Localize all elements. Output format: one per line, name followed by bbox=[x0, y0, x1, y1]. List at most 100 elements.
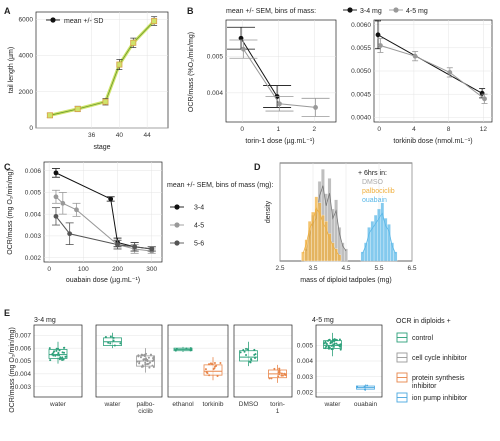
panel-b-right-point bbox=[378, 43, 383, 48]
panel-e-subplot-frame bbox=[233, 324, 293, 398]
panel-b-left-y-tick-label: 0.005 bbox=[207, 54, 224, 61]
panel-b-right-point bbox=[375, 32, 381, 38]
panel-e-data-point bbox=[330, 344, 333, 347]
panel-e-y-tick-label: 0.004 bbox=[297, 358, 314, 365]
panel-e-x-tick-label: palbo-ciclib bbox=[136, 401, 154, 415]
panel-e-data-point bbox=[335, 342, 338, 345]
panel-d-bar bbox=[393, 251, 398, 262]
panel-e-legend-label: cell cycle inhibitor bbox=[412, 355, 468, 362]
panel-c-x-tick-label: 100 bbox=[78, 266, 89, 273]
panel-e-y-tick-label: 0.003 bbox=[15, 384, 32, 391]
panel-b-right-point bbox=[482, 96, 487, 102]
panel-e-data-point bbox=[326, 339, 329, 342]
panel-c-point bbox=[108, 196, 114, 202]
panel-d-legend-label: DMSO bbox=[362, 179, 384, 186]
panel-e-data-point bbox=[356, 385, 359, 388]
panel-e-data-point bbox=[63, 346, 66, 349]
panel-e-data-point bbox=[52, 351, 55, 354]
panel-d-legend-label: ouabain bbox=[362, 197, 387, 204]
panel-b-right-point bbox=[479, 90, 485, 96]
panel-a-y-tick-label: 4000 bbox=[19, 53, 34, 60]
panel-b-left-series-line bbox=[240, 37, 278, 97]
panel-d-legend: + 6hrs in: DMSO palbociclib ouabain bbox=[358, 170, 395, 204]
panel-letter-c: C bbox=[4, 162, 11, 172]
panel-e-legend-label: ion pump inhibitor bbox=[412, 395, 468, 402]
panel-c-legend-marker bbox=[174, 240, 180, 246]
panel-e-data-point bbox=[325, 343, 328, 346]
panel-e-data-point bbox=[243, 350, 246, 353]
panel-c-point bbox=[149, 246, 155, 252]
panel-d-density-curve bbox=[362, 212, 396, 254]
panel-a-y-tick-label: 2000 bbox=[19, 89, 34, 96]
panel-e-data-point bbox=[152, 365, 155, 368]
panel-e-data-point bbox=[147, 356, 150, 359]
panel-e-data-point bbox=[239, 351, 242, 354]
panel-e-subplot-frame bbox=[33, 324, 83, 398]
panel-e-group-title-1: 3-4 mg bbox=[34, 317, 56, 324]
panel-a-legend-label: mean +/- SD bbox=[64, 18, 104, 25]
panel-e-data-point bbox=[151, 364, 154, 367]
panel-e-subplot-frame bbox=[167, 324, 229, 398]
panel-d-bar bbox=[314, 196, 319, 262]
panel-b-right-point bbox=[412, 53, 418, 59]
panel-e-data-point bbox=[145, 357, 148, 360]
panel-e-data-point bbox=[336, 339, 339, 342]
panel-c-point bbox=[74, 207, 79, 213]
panel-e-data-point bbox=[338, 338, 341, 341]
panel-e-data-point bbox=[152, 358, 155, 361]
panel-e-data-point bbox=[119, 342, 122, 345]
panel-e-data-point bbox=[249, 360, 252, 363]
panel-e-data-point bbox=[185, 347, 188, 350]
panel-e-data-point bbox=[208, 363, 211, 366]
panel-e-data-point bbox=[211, 363, 214, 366]
panel-b-right-y-tick-label: 0.0060 bbox=[351, 22, 371, 29]
panel-e-data-point bbox=[250, 357, 253, 360]
panel-e-data-point bbox=[137, 354, 140, 357]
panel-e-legend: OCR in diploids + control cell cycle inhi… bbox=[396, 318, 468, 403]
panel-a-x-tick-label: 36 bbox=[88, 132, 96, 139]
panel-c-legend-label: 3-4 bbox=[194, 205, 204, 212]
panel-e-data-point bbox=[278, 373, 281, 376]
panel-e-data-point bbox=[336, 344, 339, 347]
panel-c: C 0 100 200 300 0.002 0.003 0.004 0.005 0.006 ou… bbox=[4, 161, 273, 284]
panel-b-left-x-axis-label: torin-1 dose (µg.mL⁻¹) bbox=[245, 138, 314, 145]
panel-e-data-point bbox=[273, 367, 276, 370]
panel-e-x-tick-label: water bbox=[324, 401, 342, 408]
panel-c-point bbox=[53, 170, 59, 176]
panel-e-y-tick-label: 0.007 bbox=[15, 332, 32, 339]
panel-e-y-tick-label: 0.004 bbox=[15, 371, 32, 378]
panel-c-y-tick-label: 0.006 bbox=[25, 168, 42, 175]
panel-c-y-tick-label: 0.005 bbox=[25, 190, 42, 197]
panel-e-data-point bbox=[107, 341, 110, 344]
panel-b-left-point bbox=[241, 46, 246, 52]
panel-e-data-point bbox=[268, 377, 271, 380]
panel-e-y-tick-label: 0.006 bbox=[15, 345, 32, 352]
panel-e-data-point bbox=[142, 358, 145, 361]
panel-e-data-point bbox=[58, 349, 61, 352]
panel-d-density-curve bbox=[302, 207, 340, 257]
panel-e-y-axis-label: OCR/mass (mg O₂/min/mg) bbox=[9, 327, 16, 413]
panel-e-x-tick-label: ouabain bbox=[354, 401, 378, 408]
panel-d-bar bbox=[344, 248, 348, 262]
panel-b-y-axis-label: OCR/mass (%O₂/min/mg) bbox=[188, 32, 195, 112]
panel-a-point bbox=[116, 61, 123, 68]
panel-e-y-tick-label: 0.005 bbox=[297, 343, 314, 350]
panel-e-data-point bbox=[330, 348, 333, 351]
panel-e-x-tick-label: torin-1 bbox=[270, 401, 285, 415]
panel-e-data-point bbox=[60, 357, 63, 360]
panel-b-left-x-tick-label: 1 bbox=[276, 126, 280, 133]
panel-e-data-point bbox=[141, 364, 144, 367]
panel-a-x-tick-label: 44 bbox=[144, 132, 152, 139]
panel-c-point bbox=[132, 244, 138, 250]
panel-e-data-point bbox=[253, 348, 256, 351]
panel-e-data-point bbox=[190, 348, 193, 351]
panel-b-left-point bbox=[313, 105, 318, 110]
panel-e-data-point bbox=[54, 354, 57, 357]
panel-d-legend-title: + 6hrs in: bbox=[358, 170, 387, 177]
panel-e-data-point bbox=[208, 374, 211, 377]
panel-e-data-point bbox=[175, 347, 178, 350]
panel-a-series-line bbox=[49, 20, 155, 116]
panel-e-data-point bbox=[56, 353, 59, 356]
panel-e-data-point bbox=[283, 372, 286, 375]
